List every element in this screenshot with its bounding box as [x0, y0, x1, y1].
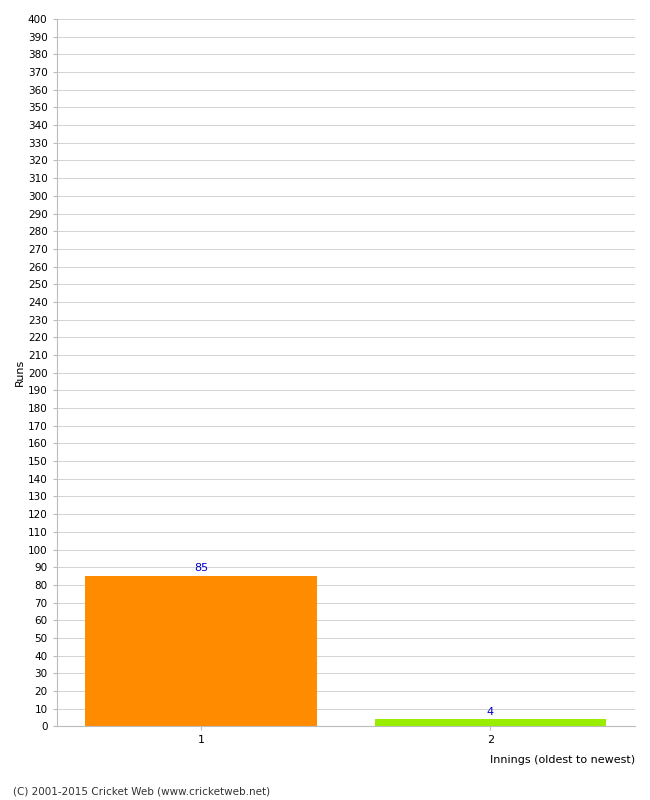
Y-axis label: Runs: Runs — [15, 359, 25, 386]
Text: 4: 4 — [487, 706, 494, 717]
Text: 85: 85 — [194, 563, 208, 574]
Bar — [86, 576, 317, 726]
Text: (C) 2001-2015 Cricket Web (www.cricketweb.net): (C) 2001-2015 Cricket Web (www.cricketwe… — [13, 786, 270, 796]
Bar — [374, 719, 606, 726]
Text: Innings (oldest to newest): Innings (oldest to newest) — [490, 754, 635, 765]
